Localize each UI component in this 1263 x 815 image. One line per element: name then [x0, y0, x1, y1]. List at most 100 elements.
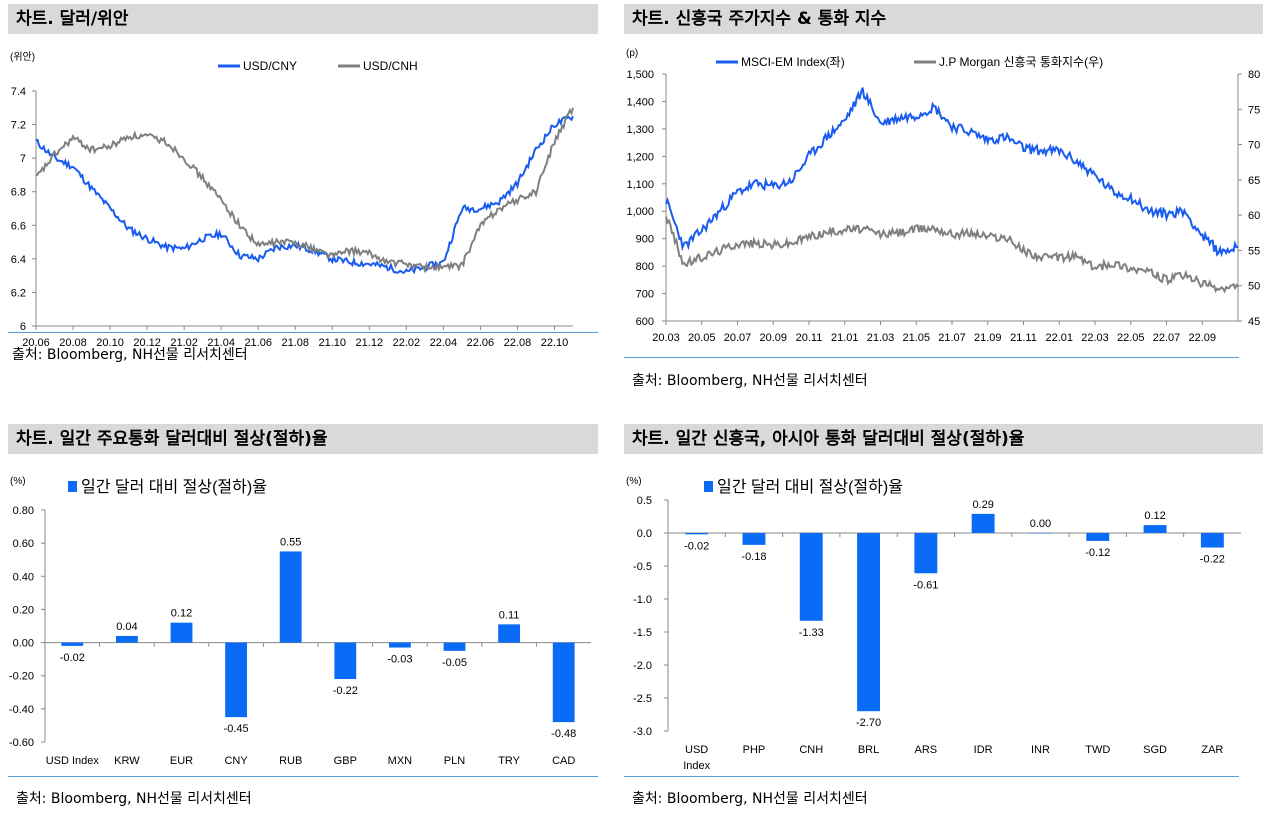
- source-note: 출처: Bloomberg, NH선물 리서치센터: [632, 791, 868, 807]
- x-tick-label: 21.06: [244, 337, 272, 349]
- x-tick-label: 22.10: [541, 337, 569, 349]
- y-tick-label: -0.5: [633, 561, 652, 573]
- y-tick-label: -0.40: [9, 704, 34, 716]
- x-tick-label: 20.06: [22, 337, 50, 349]
- x-tick-label: MXN: [388, 755, 413, 767]
- x-tick-label: TWD: [1085, 744, 1110, 756]
- y-tick-label: -2.0: [633, 660, 652, 672]
- data-label: -0.02: [60, 652, 85, 664]
- y-tick-label: -1.0: [633, 594, 652, 606]
- y-unit-label: (p): [626, 48, 638, 59]
- x-tick-label: 22.01: [1045, 332, 1073, 344]
- x-tick-label: USD: [685, 744, 708, 756]
- y-tick-label: 6.6: [11, 220, 26, 232]
- bar: [1200, 533, 1224, 548]
- x-tick-label: 20.08: [59, 337, 87, 349]
- x-tick-label: 22.07: [1153, 332, 1181, 344]
- legend-label: USD/CNY: [243, 59, 297, 73]
- y-tick-label: 600: [636, 316, 654, 328]
- bar: [388, 642, 411, 648]
- bar: [971, 513, 995, 533]
- y-tick-label: 1,300: [626, 124, 654, 136]
- legend-label: 일간 달러 대비 절상(절하)율: [717, 478, 903, 496]
- legend-swatch: [68, 481, 77, 492]
- y2-tick-label: 60: [1248, 210, 1260, 222]
- y2-tick-label: 55: [1248, 245, 1260, 257]
- x-tick-label: 21.04: [207, 337, 235, 349]
- y-tick-label: 6.4: [11, 254, 26, 266]
- chart-panel-em-asia: 차트. 일간 신흥국, 아시아 통화 달러대비 절상(절하)율 (%) 일간 달러…: [624, 424, 1263, 815]
- x-tick-label: 22.06: [467, 337, 495, 349]
- bar: [61, 642, 84, 646]
- bar: [1143, 525, 1167, 533]
- y2-tick-label: 65: [1248, 175, 1260, 187]
- y2-tick-label: 80: [1248, 69, 1260, 81]
- data-label: -2.70: [856, 717, 881, 729]
- y-tick-label: 800: [636, 261, 654, 273]
- bar: [225, 642, 248, 718]
- data-label: -0.61: [913, 579, 938, 591]
- y-tick-label: 1,500: [626, 69, 654, 81]
- x-tick-label: 22.05: [1117, 332, 1145, 344]
- bar: [1028, 533, 1052, 534]
- bar: [552, 642, 575, 723]
- y-tick-label: 1,200: [626, 151, 654, 163]
- em-asia-bar-chart: (%) 일간 달러 대비 절상(절하)율 0.5 0.0 -0.5 -1.0 -1.5 -2.…: [626, 476, 1241, 772]
- bar: [914, 533, 938, 574]
- legend-label: 일간 달러 대비 절상(절하)율: [81, 478, 267, 496]
- bar: [334, 642, 357, 680]
- x-tick-label: CNH: [799, 744, 823, 756]
- x-tick-label: 20.11: [796, 332, 823, 344]
- x-tick-label: 21.03: [867, 332, 895, 344]
- y2-tick-label: 70: [1248, 140, 1260, 152]
- x-tick-label: 22.08: [504, 337, 532, 349]
- divider: [624, 357, 1239, 358]
- y-unit-label: (%): [10, 476, 26, 487]
- x-tick-label: 20.05: [688, 332, 716, 344]
- x-tick-label: INR: [1031, 744, 1050, 756]
- y-tick-label: -2.5: [633, 693, 652, 705]
- source-note: 출처: Bloomberg, NH선물 리서치센터: [16, 791, 252, 807]
- y-tick-label: 6.8: [11, 187, 26, 199]
- x-tick-label: GBP: [334, 755, 357, 767]
- chart-title: 차트. 신흥국 주가지수 & 통화 지수: [624, 4, 1263, 34]
- y-tick-label: 0.00: [13, 638, 34, 650]
- legend-swatch: [704, 481, 713, 492]
- y-tick-label: 0.60: [13, 538, 34, 550]
- data-label: -0.05: [442, 657, 467, 669]
- x-tick-label: Index: [683, 760, 710, 772]
- y-tick-label: -0.60: [9, 737, 34, 749]
- series-line: [665, 87, 1239, 258]
- y-tick-label: -1.5: [633, 627, 652, 639]
- data-label: -0.48: [551, 728, 576, 740]
- y-tick-label: 1,400: [626, 96, 654, 108]
- y-tick-label: 0.5: [637, 495, 652, 507]
- y-tick-label: 700: [636, 289, 654, 301]
- x-tick-label: PLN: [444, 755, 465, 767]
- chart-panel-usdcny: 차트. 달러/위안 (위안) 7.4 7.2 7 6.8 6.6 6.4 6.2 6 20.06 2…: [8, 4, 598, 394]
- bar: [799, 533, 823, 621]
- x-tick-label: 22.03: [1081, 332, 1109, 344]
- data-label: 0.12: [1144, 510, 1165, 522]
- bar: [685, 533, 709, 535]
- y-tick-label: 7.2: [11, 120, 26, 132]
- x-tick-label: BRL: [858, 744, 879, 756]
- x-tick-label: KRW: [114, 755, 140, 767]
- x-tick-label: 20.12: [133, 337, 161, 349]
- data-label: -0.22: [1200, 554, 1225, 566]
- x-tick-label: RUB: [279, 755, 302, 767]
- major-bar-chart: (%) 일간 달러 대비 절상(절하)율 0.80 0.60 0.40 0.20 0.00 -…: [9, 476, 591, 767]
- data-label: -0.22: [333, 685, 358, 697]
- bar: [498, 624, 521, 643]
- bar: [279, 551, 302, 643]
- x-tick-label: 21.02: [170, 337, 198, 349]
- data-label: -0.02: [684, 540, 709, 552]
- usdcny-line-chart: (위안) 7.4 7.2 7 6.8 6.6 6.4 6.2 6 20.06 20.08 20.10 2…: [10, 50, 574, 349]
- y-tick-label: 1,000: [626, 206, 654, 218]
- x-tick-label: PHP: [743, 744, 766, 756]
- y-tick-label: 0.40: [13, 571, 34, 583]
- legend-label: J.P Morgan 신흥국 통화지수(우): [939, 55, 1103, 69]
- data-label: 0.00: [1030, 518, 1051, 530]
- em-line-chart: (p) 1,500 1,400 1,300 1,200 1,100 1,000 900 800 7…: [626, 48, 1260, 344]
- y2-tick-label: 75: [1248, 104, 1260, 116]
